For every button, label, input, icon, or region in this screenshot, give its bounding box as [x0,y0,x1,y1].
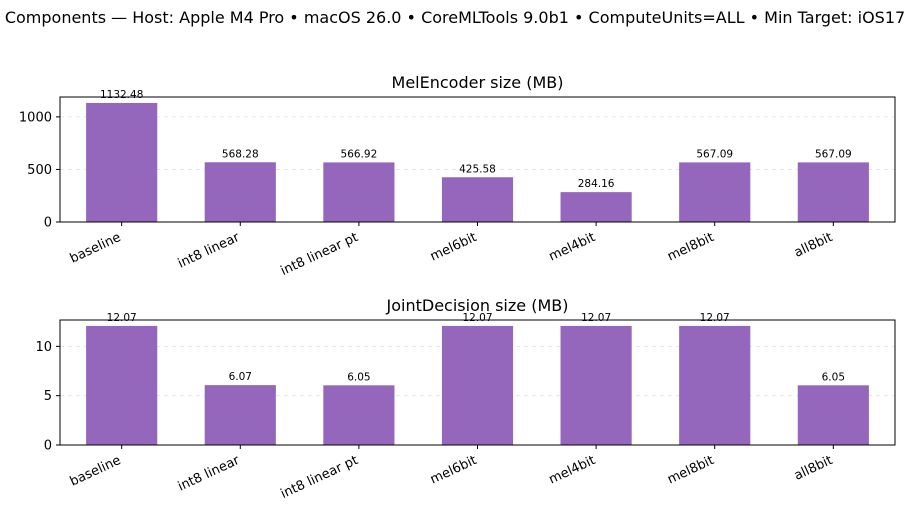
bar-value-label: 284.16 [578,178,615,190]
bar [441,177,514,222]
x-tick-label: mel8bit [665,230,716,265]
chart-panel-2: 12.07 6.07 6.05 12.07 12.07 12.07 6.05 0 5 10 base… [35,296,896,502]
chart-panel-1: 1132.48 568.28 566.92 425.58 284.16 567.09 567… [19,73,896,279]
x-tick-label: int8 linear pt [278,230,360,279]
bar-value-label: 425.58 [459,163,496,175]
y-tick-label: 0 [44,216,52,231]
chart-title: MelEncoder size (MB) [392,73,564,92]
bar-value-label: 12.07 [700,312,730,324]
x-tick-label: int8 linear pt [278,453,360,502]
x-tick-label: int8 linear [176,453,243,495]
bar [797,385,869,445]
bar [560,325,632,445]
bar [323,385,395,445]
x-tick-label: int8 linear [176,230,243,272]
bar-value-label: 567.09 [696,148,733,160]
x-tick-label: mel4bit [547,453,598,488]
y-tick-label: 5 [44,389,52,404]
x-tick-label: all8bit [792,453,835,484]
x-tick-label: mel6bit [428,453,479,488]
bar [204,162,276,222]
x-tick-label: all8bit [792,230,835,261]
bar [323,162,395,222]
x-tick-label: mel6bit [428,230,479,265]
bar-value-label: 1132.48 [100,89,143,101]
bar [86,102,158,222]
y-tick-label: 1000 [19,110,52,125]
bar [560,192,632,222]
y-tick-label: 500 [27,163,52,178]
x-tick-label: baseline [68,453,124,490]
bar-value-label: 568.28 [222,148,259,160]
bar [441,325,514,445]
bar [679,162,751,222]
bar [679,325,751,445]
chart-title: JointDecision size (MB) [386,296,569,315]
y-tick-label: 10 [35,340,52,355]
bar-value-label: 12.07 [581,312,611,324]
x-tick-label: mel8bit [665,453,716,488]
x-tick-label: baseline [68,230,124,267]
bar-value-label: 12.07 [107,312,137,324]
bar-value-label: 567.09 [815,148,852,160]
bar-value-label: 566.92 [341,148,378,160]
figure-suptitle: Components — Host: Apple M4 Pro • macOS … [4,8,906,27]
bar [86,325,158,445]
bar [797,162,869,222]
y-tick-label: 0 [44,439,52,454]
bar-value-label: 6.05 [822,371,845,383]
bar-value-label: 12.07 [462,312,492,324]
x-tick-label: mel4bit [547,230,598,265]
bar-value-label: 6.07 [229,371,252,383]
bar [204,385,276,445]
bar-value-label: 6.05 [347,371,370,383]
